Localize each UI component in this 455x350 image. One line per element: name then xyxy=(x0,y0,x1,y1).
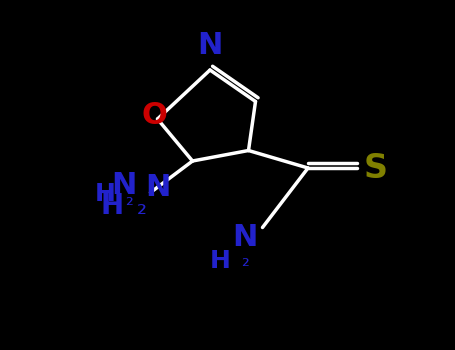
Text: ₂: ₂ xyxy=(136,195,147,218)
Text: H: H xyxy=(95,182,116,206)
Text: N: N xyxy=(111,171,136,200)
Text: N: N xyxy=(233,224,258,252)
Text: N: N xyxy=(145,173,170,202)
Text: N: N xyxy=(197,30,222,60)
Text: ₂: ₂ xyxy=(126,190,133,209)
Text: H: H xyxy=(210,249,231,273)
Text: H: H xyxy=(101,193,124,220)
Text: S: S xyxy=(364,152,388,184)
Text: O: O xyxy=(141,101,167,130)
Text: ₂: ₂ xyxy=(241,251,249,270)
